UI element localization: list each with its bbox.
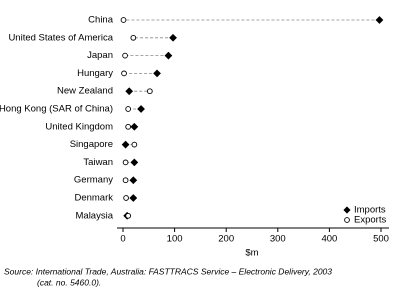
export-marker [125, 212, 132, 219]
y-tick-label: Hungary [77, 68, 113, 79]
x-tick-label: 0 [120, 234, 125, 245]
y-tick-label: Japan [87, 50, 113, 61]
import-marker [164, 51, 173, 60]
y-tick-label: Singapore [70, 139, 113, 150]
import-marker [375, 16, 384, 24]
import-marker [169, 33, 177, 42]
import-marker [130, 158, 139, 167]
legend-marker [344, 217, 350, 223]
import-marker [121, 140, 130, 149]
x-axis-label: $m [245, 248, 258, 259]
export-marker [125, 123, 132, 130]
legend-label: Exports [354, 215, 386, 226]
y-tick-label: Germany [74, 175, 113, 186]
x-tick-label: 400 [321, 234, 337, 245]
y-tick-label: Hong Kong (SAR of China) [0, 104, 113, 115]
import-marker [125, 87, 134, 96]
y-tick-label: Malaysia [76, 210, 114, 221]
source-note: (cat. no. 5460.0). [37, 277, 101, 287]
y-tick-label: Denmark [74, 193, 113, 204]
y-tick-label: Taiwan [83, 157, 113, 168]
export-marker [131, 141, 138, 148]
import-marker [129, 176, 138, 185]
x-tick-label: 200 [218, 234, 234, 245]
legend-marker [343, 206, 351, 214]
y-tick-label: New Zealand [57, 86, 113, 97]
import-marker [137, 105, 145, 113]
y-tick-label: United Kingdom [45, 121, 113, 132]
export-marker [130, 34, 137, 41]
source-note: Source: International Trade, Australia: … [4, 266, 332, 276]
x-tick-label: 100 [167, 234, 183, 245]
y-tick-label: China [88, 15, 114, 26]
export-marker [122, 177, 129, 184]
import-marker [129, 194, 138, 202]
export-marker [121, 70, 127, 77]
export-marker [146, 88, 153, 95]
export-marker [122, 159, 129, 166]
import-marker [130, 122, 139, 131]
y-tick-label: United States of America [8, 32, 113, 43]
export-marker [125, 106, 132, 112]
export-marker [123, 195, 129, 201]
x-tick-label: 500 [373, 234, 389, 245]
export-marker [120, 17, 127, 23]
export-marker [122, 52, 128, 59]
x-tick-label: 300 [270, 234, 286, 245]
legend-label: Imports [354, 205, 386, 216]
import-marker [153, 69, 161, 78]
